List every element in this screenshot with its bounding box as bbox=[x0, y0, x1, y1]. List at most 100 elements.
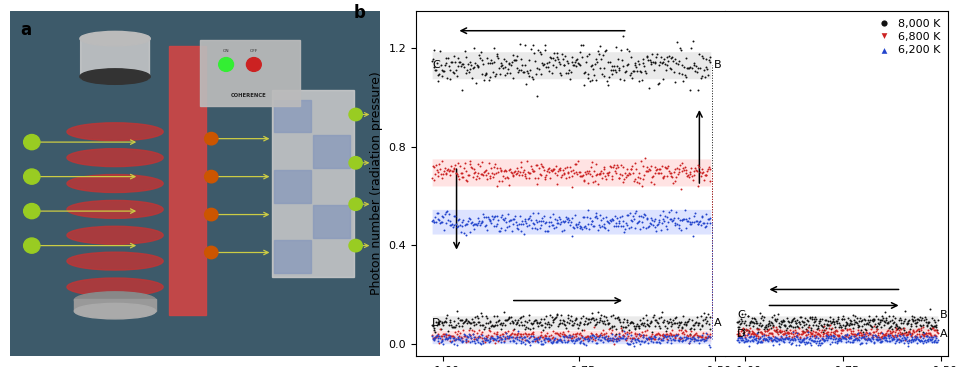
Point bbox=[760, 326, 775, 331]
Point bbox=[671, 323, 686, 328]
Point bbox=[885, 320, 901, 326]
Point bbox=[545, 334, 560, 340]
Point bbox=[764, 315, 780, 320]
Point bbox=[553, 337, 568, 342]
Point bbox=[598, 334, 613, 340]
Point bbox=[660, 62, 675, 68]
Point bbox=[891, 327, 906, 333]
Point bbox=[888, 325, 903, 331]
Point bbox=[448, 67, 464, 73]
Point bbox=[765, 342, 781, 348]
Point bbox=[431, 217, 446, 222]
Point bbox=[540, 166, 556, 172]
Point bbox=[887, 315, 902, 321]
Point bbox=[826, 330, 841, 335]
Point bbox=[840, 333, 855, 338]
Point bbox=[811, 340, 827, 346]
Point bbox=[535, 215, 550, 221]
Point bbox=[540, 338, 556, 344]
Point bbox=[531, 339, 546, 345]
Point bbox=[775, 331, 790, 337]
Point bbox=[442, 334, 457, 339]
Point bbox=[744, 330, 760, 335]
Point bbox=[534, 322, 549, 328]
Bar bbox=[272, 90, 354, 277]
Point bbox=[434, 219, 449, 225]
Point bbox=[634, 320, 650, 326]
Point bbox=[588, 321, 604, 327]
Point bbox=[529, 338, 544, 344]
Point bbox=[532, 165, 547, 171]
Point bbox=[627, 338, 642, 344]
Point bbox=[731, 319, 746, 325]
Point bbox=[536, 62, 551, 68]
Point bbox=[907, 333, 923, 338]
Point bbox=[507, 326, 522, 332]
Point bbox=[812, 316, 828, 322]
Point bbox=[823, 326, 838, 332]
Point bbox=[900, 320, 915, 326]
Point bbox=[467, 328, 482, 334]
Point bbox=[878, 330, 894, 336]
Point bbox=[473, 220, 489, 226]
Point bbox=[814, 335, 830, 341]
Point bbox=[583, 316, 599, 321]
Point bbox=[665, 327, 680, 333]
Point bbox=[456, 327, 471, 333]
Point bbox=[488, 73, 503, 79]
Point bbox=[564, 335, 580, 341]
Point bbox=[549, 181, 564, 187]
Point bbox=[640, 168, 655, 174]
Point bbox=[787, 335, 802, 341]
Point bbox=[789, 323, 805, 328]
Point bbox=[915, 330, 930, 335]
Point bbox=[535, 334, 550, 340]
Point bbox=[560, 334, 576, 340]
Point bbox=[521, 335, 536, 341]
Point bbox=[503, 70, 518, 76]
Point bbox=[750, 338, 765, 344]
Point bbox=[743, 317, 759, 323]
Point bbox=[484, 334, 499, 340]
Point bbox=[437, 318, 452, 324]
Point bbox=[574, 338, 589, 344]
Point bbox=[546, 316, 561, 322]
Point bbox=[740, 338, 755, 344]
Point bbox=[806, 338, 821, 344]
Point bbox=[674, 335, 690, 341]
Point bbox=[763, 335, 778, 341]
Point bbox=[600, 321, 615, 327]
Point bbox=[753, 339, 768, 345]
Point bbox=[821, 318, 836, 324]
Point bbox=[838, 339, 854, 345]
Point bbox=[668, 56, 683, 62]
Point bbox=[604, 215, 620, 221]
Point bbox=[480, 320, 495, 326]
Point bbox=[620, 212, 635, 218]
Point bbox=[538, 64, 554, 70]
Point bbox=[461, 334, 476, 339]
Point bbox=[583, 335, 599, 341]
Point bbox=[505, 338, 520, 344]
Point bbox=[477, 337, 492, 343]
Point bbox=[493, 320, 509, 326]
Point bbox=[508, 340, 523, 346]
Point bbox=[437, 337, 452, 342]
Point bbox=[503, 315, 518, 320]
Point bbox=[673, 336, 688, 342]
Ellipse shape bbox=[67, 149, 163, 167]
Point bbox=[643, 163, 658, 169]
Point bbox=[484, 323, 499, 328]
Point bbox=[775, 317, 790, 323]
Point bbox=[784, 330, 799, 336]
Point bbox=[577, 321, 592, 327]
Point bbox=[655, 319, 671, 325]
Point bbox=[452, 59, 468, 65]
Point bbox=[660, 226, 675, 232]
Point bbox=[488, 341, 503, 346]
Point bbox=[825, 336, 840, 342]
Point bbox=[491, 334, 507, 340]
Point bbox=[703, 344, 718, 350]
Point bbox=[454, 317, 469, 323]
Point bbox=[743, 333, 759, 339]
